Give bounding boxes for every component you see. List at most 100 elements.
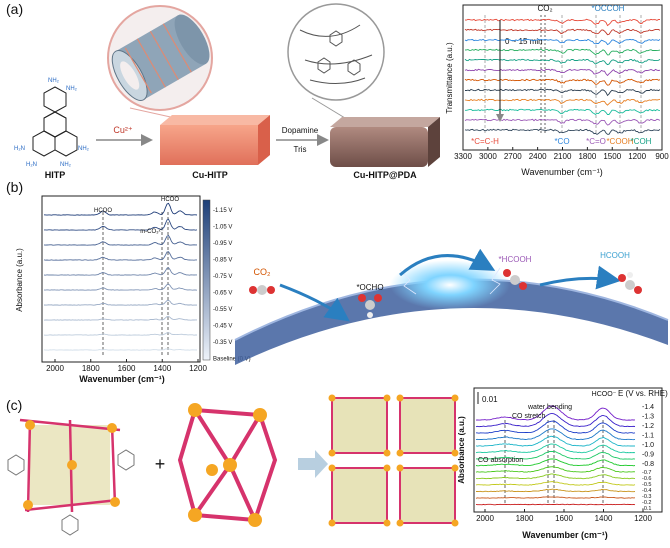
colorbar-label: -0.45 V bbox=[213, 324, 232, 330]
spectrum-curve bbox=[475, 405, 636, 421]
zoom-line bbox=[311, 97, 346, 119]
spectrum-curve bbox=[464, 78, 661, 86]
x-tick-label: 2700 bbox=[504, 152, 522, 161]
potential-label: -1.1 bbox=[642, 433, 654, 440]
plot-frame bbox=[462, 4, 663, 151]
top-annotation: *OCCOH bbox=[592, 4, 625, 13]
y-axis-label: Absorbance (a.u.) bbox=[457, 416, 466, 484]
svg-text:NH₂: NH₂ bbox=[66, 86, 78, 92]
reaction-scheme bbox=[234, 248, 669, 365]
tris-label: Tris bbox=[293, 145, 306, 154]
peak-annotation: CO stretch bbox=[512, 413, 546, 420]
spectrum-curve bbox=[43, 315, 197, 321]
spectrum-curve bbox=[464, 68, 661, 77]
cu-hitp-block bbox=[160, 115, 270, 165]
peak-annotation: m-CO₃²⁻ bbox=[140, 229, 164, 235]
framework-node bbox=[451, 519, 459, 527]
spectrum-curve bbox=[43, 202, 198, 216]
peak-annotation: *C=O bbox=[586, 137, 606, 146]
plus-sign: + bbox=[155, 454, 166, 474]
x-tick-label: 1200 bbox=[634, 514, 652, 523]
peak-annotation: *C=C-H bbox=[471, 137, 499, 146]
cu-hitp-label: Cu-HITP bbox=[192, 170, 228, 180]
x-tick-label: 2400 bbox=[529, 152, 547, 161]
scheme-label: HCOOH bbox=[600, 251, 630, 260]
spectrum-curve bbox=[464, 28, 661, 36]
panel-label: (c) bbox=[6, 397, 22, 413]
potential-label: -1.3 bbox=[642, 414, 654, 421]
spectrum-curve bbox=[475, 428, 636, 441]
time-label: 0 ~ 15 min bbox=[505, 37, 543, 46]
framework-node bbox=[383, 394, 391, 402]
peak-annotation: *COOH bbox=[606, 137, 633, 146]
spectrum-curve bbox=[475, 466, 636, 473]
x-tick-label: 3000 bbox=[479, 152, 497, 161]
x-axis-label: Wavenumber (cm⁻¹) bbox=[522, 530, 607, 540]
x-tick-label: 3300 bbox=[454, 152, 472, 161]
x-axis-label: Wavenumber (cm⁻¹) bbox=[521, 167, 602, 177]
spectrum-curve bbox=[464, 48, 661, 56]
spectrum-curve bbox=[475, 413, 636, 428]
spectrum-curve bbox=[465, 88, 661, 97]
framework-node bbox=[396, 519, 404, 527]
zoom-circle bbox=[287, 3, 385, 101]
framework-node bbox=[396, 449, 404, 457]
spectrum-curve bbox=[475, 420, 636, 434]
peak-annotation: HCOO⁻ bbox=[592, 391, 617, 398]
arrow bbox=[298, 450, 328, 478]
spectrum-curve bbox=[464, 128, 661, 135]
x-tick-label: 2100 bbox=[554, 152, 572, 161]
spectrum-b: Absorbance (a.u.) Wavenumber (cm⁻¹) 2000… bbox=[15, 195, 251, 384]
spectrum-curve bbox=[43, 251, 197, 261]
potential-title: E (V vs. RHE) bbox=[618, 389, 668, 398]
hitp-amines: NH₂ NH₂ NH₂ NH₂ H₂N H₂N bbox=[14, 78, 90, 168]
potential-label: -0.4 bbox=[642, 488, 651, 494]
framework-node bbox=[396, 464, 404, 472]
spectrum-curve bbox=[464, 98, 661, 106]
colorbar-label: -1.05 V bbox=[213, 225, 232, 231]
scale-label: 0.01 bbox=[482, 395, 498, 404]
svg-text:NH₂: NH₂ bbox=[78, 146, 90, 152]
colorbar-label: -0.95 V bbox=[213, 241, 232, 247]
zoom-line bbox=[129, 107, 176, 119]
potential-label: -0.6 bbox=[642, 476, 651, 482]
mof-framework bbox=[328, 394, 459, 527]
potential-label: -0.7 bbox=[642, 470, 651, 476]
pda-structure bbox=[299, 24, 373, 84]
framework-node bbox=[328, 449, 336, 457]
framework-cell bbox=[331, 397, 388, 454]
framework-node bbox=[328, 394, 336, 402]
spectrum-curve bbox=[476, 488, 636, 493]
spectrum-curve bbox=[465, 108, 661, 115]
potential-label: -0.8 bbox=[642, 461, 654, 468]
spectrum-curve bbox=[44, 218, 198, 231]
potential-label: -0.9 bbox=[642, 452, 654, 459]
potential-label: -0.2 bbox=[642, 500, 651, 506]
x-tick-label: 1400 bbox=[595, 514, 613, 523]
framework-node bbox=[383, 449, 391, 457]
colorbar bbox=[202, 199, 211, 361]
colorbar-label: -0.65 V bbox=[213, 291, 232, 297]
x-tick-label: 1800 bbox=[516, 514, 534, 523]
svg-text:NH₂: NH₂ bbox=[60, 162, 72, 168]
x-tick-label: 1200 bbox=[189, 364, 207, 373]
colorbar-label: -0.55 V bbox=[213, 307, 232, 313]
dopamine-label: Dopamine bbox=[282, 126, 319, 135]
scheme-label: *HCOOH bbox=[499, 255, 532, 264]
spectrum-curve bbox=[464, 38, 661, 46]
x-tick-label: 900 bbox=[655, 152, 669, 161]
product-label: Cu-HITP@PDA bbox=[353, 170, 417, 180]
spectrum-curve bbox=[475, 435, 636, 447]
svg-text:NH₂: NH₂ bbox=[48, 78, 60, 84]
colorbar-label: -0.75 V bbox=[213, 274, 232, 280]
peak-annotation: HCOO bbox=[94, 208, 112, 214]
spectrum-curve bbox=[464, 58, 661, 66]
svg-text:H₂N: H₂N bbox=[26, 162, 37, 168]
framework-node bbox=[451, 449, 459, 457]
pda-block bbox=[330, 117, 440, 167]
spectrum-curve bbox=[475, 481, 636, 486]
spectrum-curve bbox=[43, 299, 197, 306]
peak-annotation: HCOO bbox=[161, 197, 179, 203]
